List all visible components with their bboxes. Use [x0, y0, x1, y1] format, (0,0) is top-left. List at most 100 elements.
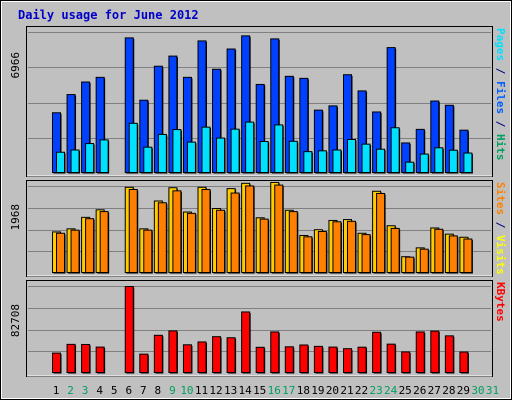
panel-visits-sites: 1968 Sites / Visits	[9, 180, 507, 277]
bar-pages-day-8	[157, 133, 167, 173]
legend-segment: /	[494, 61, 507, 81]
bar-kbytes-day-7	[139, 353, 149, 374]
legend-segment: /	[494, 215, 507, 235]
x-axis-day-labels: 1 2 3 4 5 6 7 8 9 10 11 12 13 14 15 16 17 18 19 20 21 22 23 24 2…	[53, 384, 499, 397]
bar-pages-day-10	[186, 141, 196, 174]
bar-sites-day-1	[56, 232, 65, 274]
panel-pages-files-hits: 6966 Pages / Files / Hits	[9, 26, 507, 177]
x-tick-label-day-24: 24	[384, 384, 398, 397]
bar-pages-day-18	[303, 151, 313, 174]
bar-pages-day-2	[70, 149, 80, 174]
bar-pages-day-25	[405, 161, 415, 174]
bar-sites-day-18	[303, 236, 313, 273]
bar-kbytes-day-18	[299, 344, 309, 373]
bar-sites-day-24	[390, 227, 400, 274]
bar-sites-day-26	[419, 248, 429, 273]
x-tick-label-day-17: 17	[282, 384, 295, 397]
bar-pages-day-14	[245, 121, 255, 173]
x-tick-label-day-19: 19	[311, 384, 324, 397]
x-tick-label-day-25: 25	[399, 384, 412, 397]
chart-panels: 6966 Pages / Files / Hits 1968 Sites / Visi…	[9, 26, 507, 377]
bar-kbytes-day-1	[52, 352, 61, 373]
series-legend-label: KBytes	[494, 282, 507, 322]
bar-kbytes-day-16	[270, 331, 280, 373]
legend-segment: Hits	[494, 134, 507, 161]
bar-sites-day-17	[288, 211, 298, 273]
bar-pages-day-16	[274, 124, 284, 173]
bar-sites-day-20	[332, 221, 342, 273]
bar-sites-day-16	[274, 184, 284, 274]
x-tick-label-day-31: 31	[486, 384, 499, 397]
panel-kbytes: 82708 KBytes	[9, 280, 507, 377]
x-tick-label-day-30: 30	[471, 384, 484, 397]
bar-kbytes-day-15	[255, 346, 265, 374]
x-tick-label-day-22: 22	[355, 384, 368, 397]
legend-segment: Visits	[494, 235, 507, 275]
bar-pages-day-9	[172, 129, 182, 174]
bar-sites-day-6	[128, 189, 138, 274]
bar-pages-day-11	[201, 126, 211, 174]
bar-kbytes-day-12	[212, 336, 222, 373]
bar-pages-day-22	[361, 143, 371, 173]
bar-sites-day-28	[448, 235, 458, 273]
x-tick-label-day-10: 10	[180, 384, 193, 397]
legend-segment: /	[494, 114, 507, 134]
y-axis-max-label: 6966	[9, 52, 22, 79]
bar-sites-day-27	[434, 228, 444, 273]
bar-kbytes-day-26	[415, 331, 425, 373]
bar-pages-day-6	[128, 122, 138, 173]
x-tick-label-day-20: 20	[326, 384, 339, 397]
legend-segment: Pages	[494, 28, 507, 61]
bar-kbytes-day-22	[357, 346, 367, 374]
bar-sites-day-10	[186, 212, 196, 274]
x-tick-label-day-14: 14	[239, 384, 253, 397]
chart-title: Daily usage for June 2012	[18, 8, 199, 22]
x-tick-label-day-18: 18	[297, 384, 310, 397]
x-tick-label-day-28: 28	[442, 384, 455, 397]
legend-segment: Sites	[494, 182, 507, 215]
x-tick-label-day-5: 5	[111, 384, 118, 397]
bar-kbytes-day-17	[284, 346, 294, 374]
y-axis-max-label: 1968	[9, 204, 22, 231]
bar-kbytes-day-10	[182, 344, 192, 373]
bar-pages-day-27	[434, 147, 444, 174]
x-tick-label-day-2: 2	[67, 384, 74, 397]
bar-sites-day-3	[85, 218, 95, 273]
bar-sites-day-23	[376, 192, 386, 273]
bar-kbytes-day-3	[81, 343, 91, 373]
bar-sites-day-12	[216, 209, 226, 274]
bar-kbytes-day-23	[372, 331, 382, 373]
bar-sites-day-11	[201, 189, 211, 274]
series-legend-label: Pages / Files / Hits	[494, 28, 507, 161]
bar-sites-day-19	[317, 231, 327, 274]
x-tick-label-day-26: 26	[413, 384, 426, 397]
series-legend-label: Sites / Visits	[494, 182, 507, 275]
bar-pages-day-1	[56, 151, 65, 173]
bar-kbytes-day-8	[153, 334, 163, 374]
bar-pages-day-29	[463, 152, 473, 173]
x-tick-label-day-12: 12	[209, 384, 222, 397]
bar-kbytes-day-13	[226, 337, 236, 374]
bar-pages-day-7	[143, 146, 153, 173]
x-tick-label-day-3: 3	[82, 384, 89, 397]
x-tick-label-day-21: 21	[340, 384, 353, 397]
x-tick-label-day-8: 8	[155, 384, 162, 397]
y-axis-max-label: 82708	[9, 304, 22, 337]
bar-pages-day-21	[347, 138, 356, 173]
bar-sites-day-29	[463, 238, 473, 274]
bar-kbytes-day-24	[386, 343, 396, 373]
bar-kbytes-day-9	[168, 330, 178, 373]
bar-kbytes-day-11	[197, 341, 207, 374]
x-tick-label-day-11: 11	[195, 384, 208, 397]
bar-sites-day-8	[157, 202, 167, 273]
bar-pages-day-28	[448, 149, 458, 174]
x-tick-label-day-16: 16	[268, 384, 281, 397]
bar-sites-day-15	[259, 218, 269, 273]
bar-pages-day-13	[230, 128, 240, 173]
x-tick-label-day-27: 27	[428, 384, 441, 397]
bar-kbytes-day-4	[95, 346, 105, 373]
x-tick-label-day-7: 7	[140, 384, 147, 397]
bar-sites-day-4	[99, 211, 109, 273]
bar-pages-day-23	[376, 148, 386, 174]
